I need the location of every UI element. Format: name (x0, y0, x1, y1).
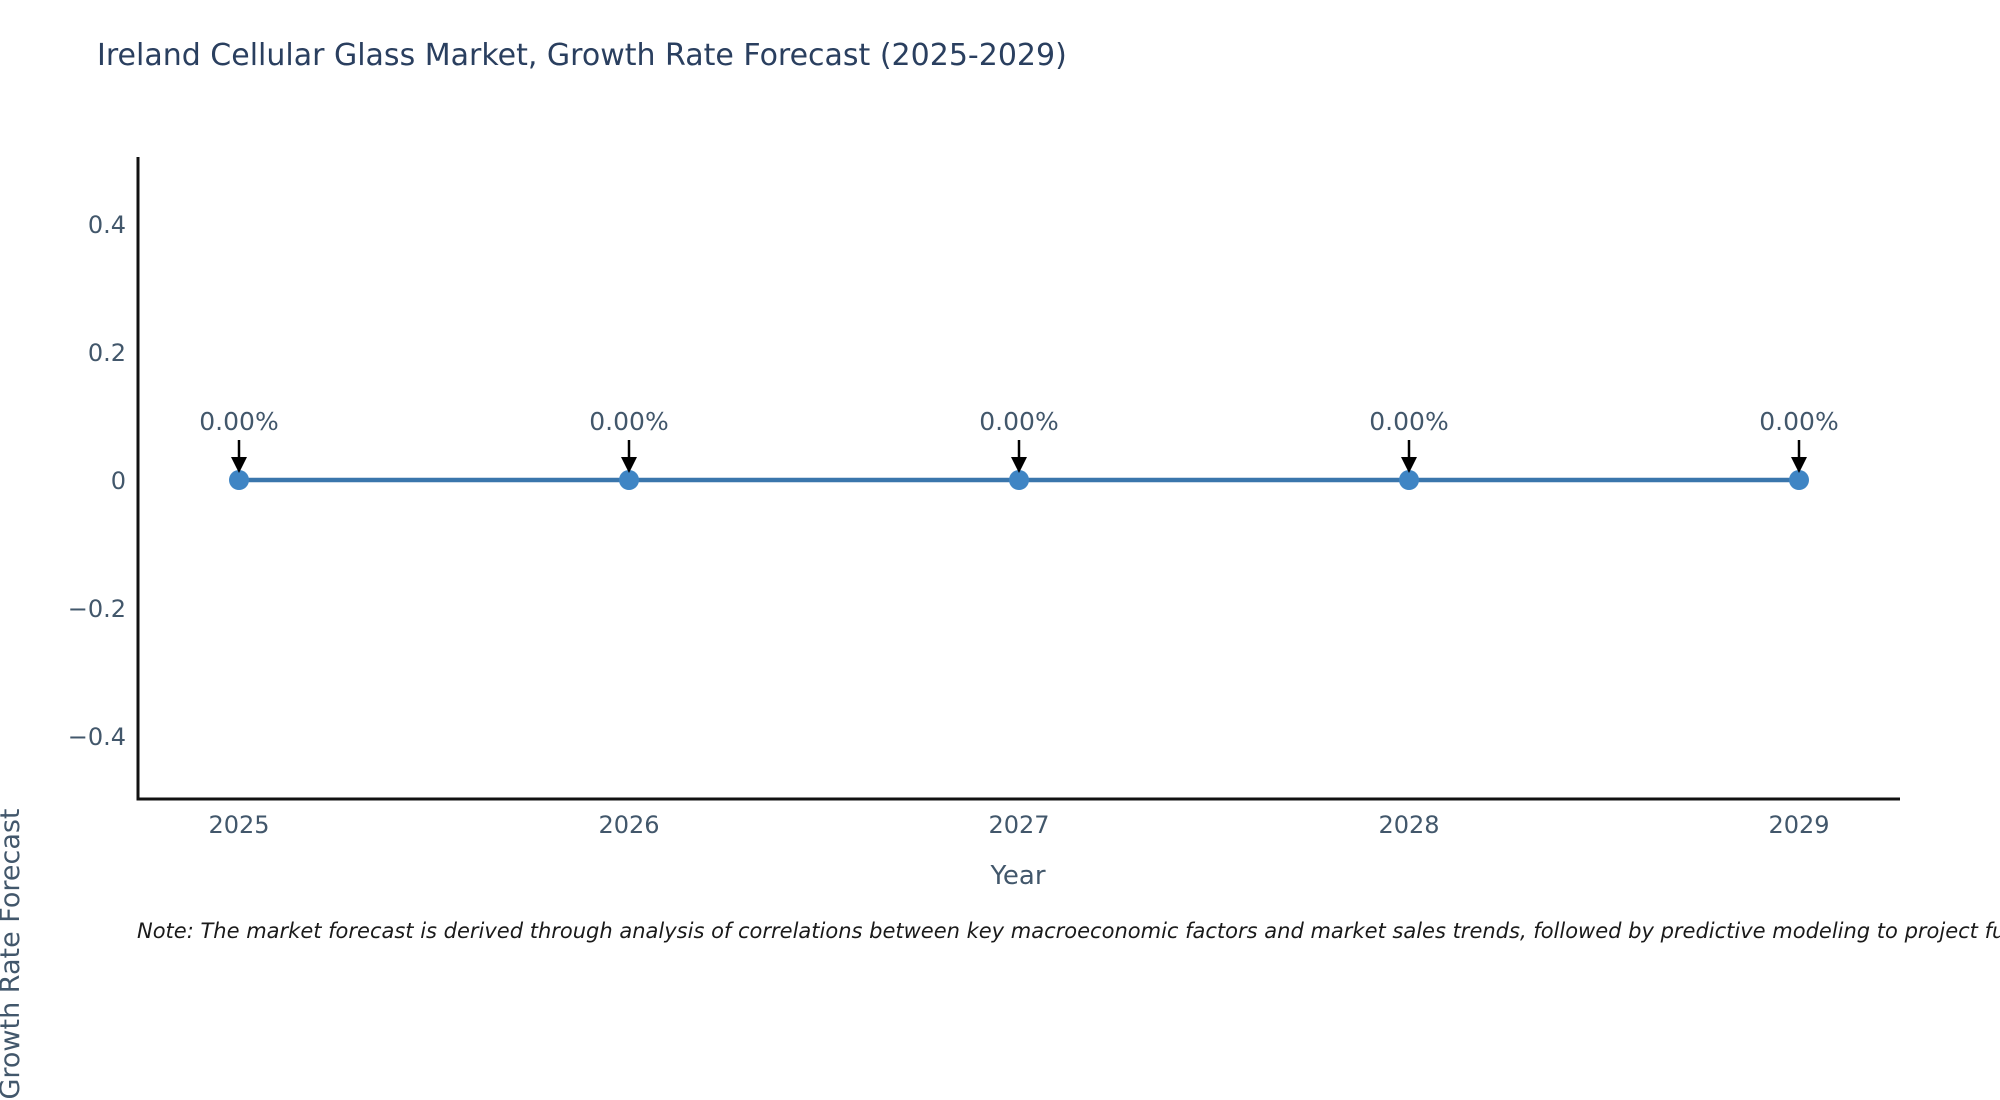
x-tick-label: 2028 (1378, 811, 1439, 839)
x-tick-label: 2026 (598, 811, 659, 839)
y-tick-label: 0 (111, 467, 126, 495)
data-point-marker (1399, 470, 1419, 490)
annotation-arrow-head (1791, 457, 1807, 473)
data-point-label: 0.00% (979, 407, 1058, 436)
chart-title: Ireland Cellular Glass Market, Growth Ra… (97, 38, 1067, 73)
y-tick-label: 0.2 (88, 339, 126, 367)
series-group (229, 470, 1809, 490)
annotations-group: 0.00% 0.00% 0.00% 0.00% 0.00% (199, 407, 1839, 473)
y-tick-label: −0.2 (68, 595, 126, 623)
data-point-marker (1789, 470, 1809, 490)
annotation-arrow-head (1011, 457, 1027, 473)
x-tick-label: 2025 (208, 811, 269, 839)
x-tick-labels: 2025 2026 2027 2028 2029 (208, 811, 1829, 839)
data-point-label: 0.00% (1759, 407, 1838, 436)
y-axis-title: Growth Rate Forecast (0, 808, 26, 1100)
x-tick-label: 2029 (1768, 811, 1829, 839)
y-tick-labels: 0.4 0.2 0 −0.2 −0.4 (68, 211, 126, 751)
data-point-label: 0.00% (1369, 407, 1448, 436)
x-axis-title: Year (990, 861, 1046, 891)
footnote: Note: The market forecast is derived thr… (137, 919, 2000, 943)
annotation-arrow-head (621, 457, 637, 473)
data-point-marker (229, 470, 249, 490)
annotation-arrow-head (1401, 457, 1417, 473)
x-tick-label: 2027 (988, 811, 1049, 839)
plot-area: 0.4 0.2 0 −0.2 −0.4 2025 2026 2027 2028 2029 0.0… (68, 157, 1900, 839)
annotation-arrow-head (231, 457, 247, 473)
data-point-marker (1009, 470, 1029, 490)
data-point-label: 0.00% (199, 407, 278, 436)
data-point-marker (619, 470, 639, 490)
data-point-label: 0.00% (589, 407, 668, 436)
y-tick-label: −0.4 (68, 723, 126, 751)
y-tick-label: 0.4 (88, 211, 126, 239)
